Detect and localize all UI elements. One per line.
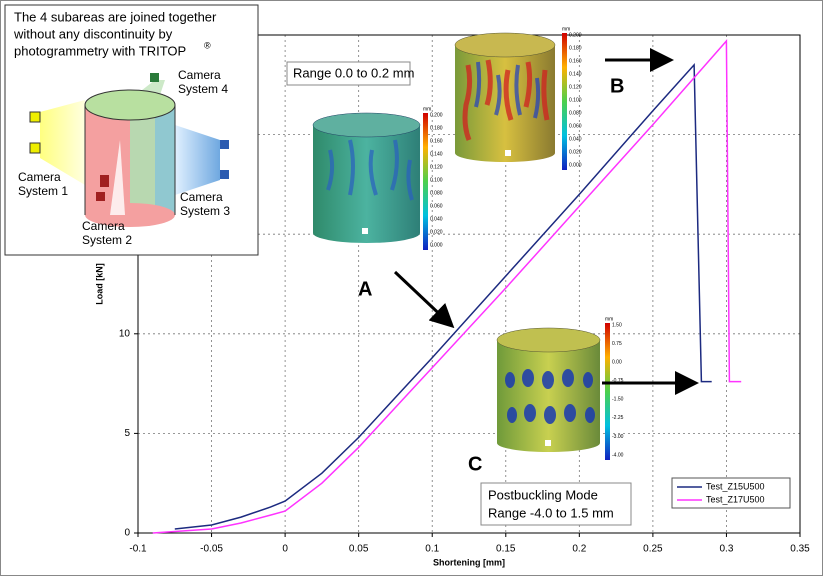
cylinder-image-a <box>313 113 428 250</box>
y-tick-label: 0 <box>124 528 130 539</box>
colorbar-label: 0.200 <box>569 32 582 38</box>
colorbar-label: -3.00 <box>612 434 624 440</box>
x-tick-label: 0.2 <box>572 544 586 555</box>
inset: The 4 subareas are joined together witho… <box>5 5 258 255</box>
arrow-a <box>395 272 450 324</box>
colorbar-label: 0.140 <box>430 151 443 157</box>
camera-label: System 2 <box>82 233 132 247</box>
x-tick-label: 0 <box>282 544 288 555</box>
colorbar-label: 0.080 <box>430 190 443 196</box>
colorbar-label: 0.00 <box>612 359 622 365</box>
colorbar-label: 0.120 <box>569 84 582 90</box>
y-tick-label: 5 <box>124 428 130 439</box>
x-tick-label: 0.25 <box>643 544 663 555</box>
x-tick-label: -0.1 <box>129 544 147 555</box>
label-c: C <box>468 453 482 475</box>
inset-registered: ® <box>204 40 211 50</box>
colorbar-label: -0.75 <box>612 378 624 384</box>
x-tick-label: 0.35 <box>790 544 810 555</box>
colorbar-label: 0.100 <box>430 177 443 183</box>
legend-label: Test_Z15U500 <box>706 481 765 491</box>
colorbar-label: 1.50 <box>612 322 622 328</box>
postbuckling-label: Postbuckling Mode <box>488 487 598 502</box>
camera-label: Camera <box>178 68 221 82</box>
label-b: B <box>610 75 624 97</box>
x-tick-label: 0.15 <box>496 544 516 555</box>
x-tick-label: 0.3 <box>719 544 733 555</box>
camera-label: Camera <box>82 219 125 233</box>
camera-label: System 4 <box>178 82 228 96</box>
camera-label: System 3 <box>180 204 230 218</box>
colorbar-label: -2.25 <box>612 415 624 421</box>
colorbar-label: 0.040 <box>430 216 443 222</box>
x-tick-label: 0.1 <box>425 544 439 555</box>
colorbar-label: 0.060 <box>430 203 443 209</box>
inset-title: photogrammetry with TRITOP <box>14 43 186 58</box>
colorbar-label: 0.160 <box>430 138 443 144</box>
range-label: Range 0.0 to 0.2 mm <box>293 65 414 80</box>
colorbar-label: 0.000 <box>430 242 443 248</box>
colorbar-label: 0.060 <box>569 123 582 129</box>
chart: 0510152025-0.1-0.0500.050.10.150.20.250.… <box>0 0 823 576</box>
colorbar-label: 0.020 <box>569 149 582 155</box>
colorbar-label: 0.200 <box>430 112 443 118</box>
cylinder-image-c <box>497 323 610 460</box>
y-tick-label: 10 <box>119 328 131 339</box>
colorbar-label: 0.180 <box>430 125 443 131</box>
colorbar-label: 0.75 <box>612 341 622 347</box>
x-tick-label: -0.05 <box>200 544 223 555</box>
camera-label: Camera <box>18 170 61 184</box>
legend-label: Test_Z17U500 <box>706 494 765 504</box>
colorbar-label: 0.120 <box>430 164 443 170</box>
x-tick-label: 0.05 <box>349 544 369 555</box>
camera-label: Camera <box>180 190 223 204</box>
cylinder-image-b <box>455 33 567 170</box>
inset-title: without any discontinuity by <box>13 26 173 41</box>
colorbar-label: 0.020 <box>430 229 443 235</box>
colorbar-label: 0.160 <box>569 58 582 64</box>
colorbar-label: 0.040 <box>569 136 582 142</box>
x-axis-label: Shortening [mm] <box>433 557 505 567</box>
y-axis-label: Load [kN] <box>94 263 104 305</box>
colorbar-label: -4.00 <box>612 452 624 458</box>
colorbar-label: -1.50 <box>612 397 624 403</box>
camera-label: System 1 <box>18 184 68 198</box>
legend: Test_Z15U500 Test_Z17U500 <box>672 478 790 508</box>
inset-title: The 4 subareas are joined together <box>14 9 217 24</box>
colorbar-label: 0.100 <box>569 97 582 103</box>
postbuckling-label: Range -4.0 to 1.5 mm <box>488 505 614 520</box>
colorbar-label: 0.000 <box>569 162 582 168</box>
colorbar-label: 0.140 <box>569 71 582 77</box>
colorbar-label: 0.180 <box>569 45 582 51</box>
colorbar-label: 0.080 <box>569 110 582 116</box>
label-a: A <box>358 278 372 300</box>
